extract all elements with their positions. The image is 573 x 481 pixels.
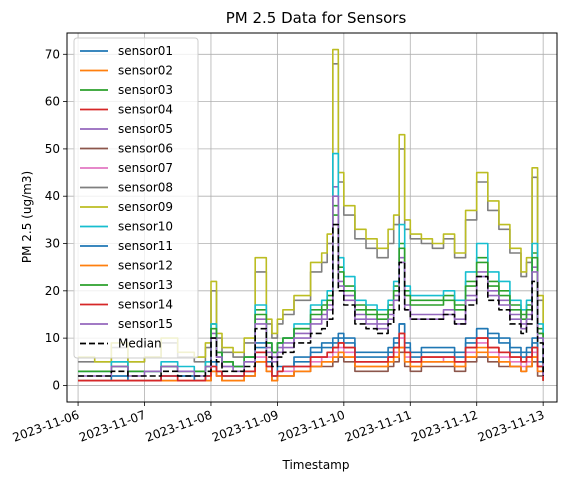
y-tick-label: 40	[45, 189, 60, 203]
legend-label: sensor03	[118, 83, 173, 97]
series-lines	[78, 48, 544, 382]
legend-box	[73, 37, 199, 359]
legend-label: sensor14	[118, 298, 173, 312]
plot-frame	[66, 32, 558, 403]
legend-label: sensor08	[118, 181, 173, 195]
x-axis-label: Timestamp	[282, 458, 350, 472]
x-tick-label: 2023-11-06	[11, 408, 81, 445]
y-axis-label: PM 2.5 (ug/m3)	[20, 171, 34, 263]
y-tick-label: 60	[45, 95, 60, 109]
y-tick-label: 0	[52, 378, 60, 392]
x-tick-label: 2023-11-07	[77, 408, 147, 445]
legend-label: sensor01	[118, 44, 173, 58]
series-line-sensor09	[78, 48, 544, 372]
x-tick-label: 2023-11-11	[343, 408, 413, 445]
legend-label: sensor09	[118, 200, 173, 214]
chart-title: PM 2.5 Data for Sensors	[226, 9, 407, 27]
legend-label: sensor04	[118, 103, 173, 117]
legend-label: sensor07	[118, 161, 173, 175]
legend-label: sensor12	[118, 259, 173, 273]
series-line-sensor14	[78, 332, 544, 382]
y-tick-label: 50	[45, 142, 60, 156]
x-tick-label: 2023-11-09	[210, 408, 280, 445]
legend-label: sensor15	[118, 317, 173, 331]
y-axis-ticks: 0 10 20 30 40 50 60 70	[45, 47, 67, 392]
x-tick-label: 2023-11-13	[476, 408, 546, 445]
legend-label: sensor11	[118, 239, 173, 253]
legend-label: sensor05	[118, 122, 173, 136]
y-tick-label: 70	[45, 47, 60, 61]
legend-label: Median	[118, 337, 162, 351]
x-tick-label: 2023-11-10	[277, 408, 347, 445]
series-line-median	[78, 223, 544, 377]
legend-label: sensor10	[118, 220, 173, 234]
y-tick-label: 20	[45, 284, 60, 298]
legend-label: sensor02	[118, 64, 173, 78]
legend: sensor01 sensor02 sensor03 sensor04 sensor05…	[73, 37, 199, 359]
legend-label: sensor13	[118, 278, 173, 292]
legend-label: sensor06	[118, 142, 173, 156]
y-tick-label: 10	[45, 331, 60, 345]
x-tick-label: 2023-11-12	[409, 408, 479, 445]
y-tick-label: 30	[45, 237, 60, 251]
x-axis-ticks: 2023-11-062023-11-072023-11-082023-11-09…	[11, 402, 546, 445]
x-tick-label: 2023-11-08	[144, 408, 214, 445]
